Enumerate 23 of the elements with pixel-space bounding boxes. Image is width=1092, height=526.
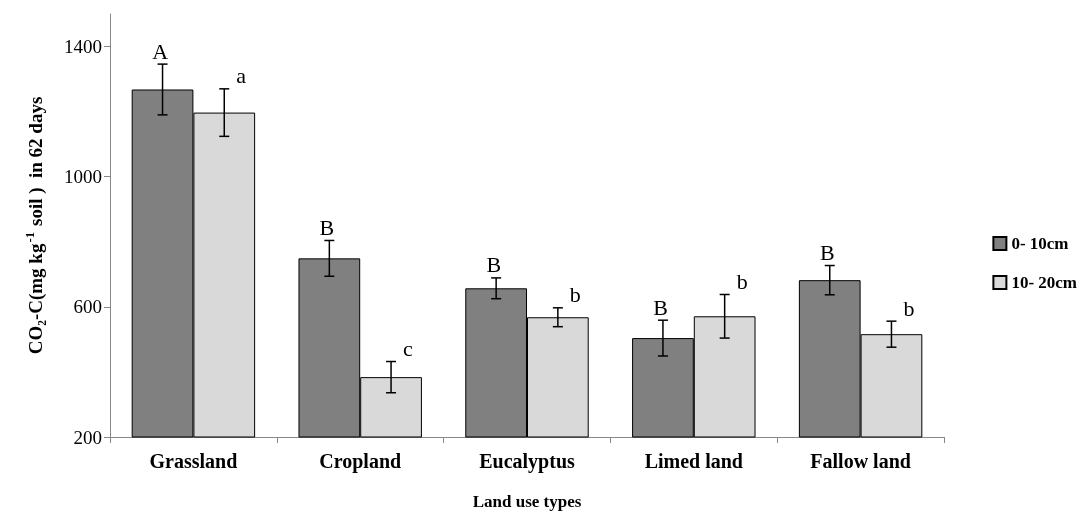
x-tick-label: Grassland — [149, 450, 238, 472]
y-axis-title: CO₂-C(mg kg-1 soil ) in 62 days — [22, 96, 47, 355]
data-label: c — [403, 336, 414, 362]
data-label: B — [820, 240, 835, 266]
data-label: b — [903, 295, 915, 321]
x-axis-title: Land use types — [472, 492, 582, 511]
data-label: b — [736, 268, 748, 294]
legend-label: 10- 20cm — [1011, 273, 1078, 292]
y-tick-label: 1000 — [64, 166, 102, 188]
x-tick-label: Cropland — [319, 450, 402, 473]
data-label: b — [569, 282, 581, 308]
x-tick-label: Eucalyptus — [479, 450, 576, 473]
x-tick-label: Limed land — [644, 450, 743, 472]
data-label: B — [653, 294, 668, 320]
legend-label: 0- 10cm — [1011, 234, 1069, 253]
data-label: B — [486, 252, 502, 278]
y-tick-label: 200 — [73, 426, 102, 448]
x-tick-label: Fallow land — [810, 450, 911, 472]
data-label: A — [152, 38, 169, 64]
data-label: a — [236, 63, 247, 89]
data-label: B — [319, 214, 335, 240]
y-tick-label: 1400 — [64, 36, 102, 58]
y-tick-label: 600 — [73, 296, 102, 318]
